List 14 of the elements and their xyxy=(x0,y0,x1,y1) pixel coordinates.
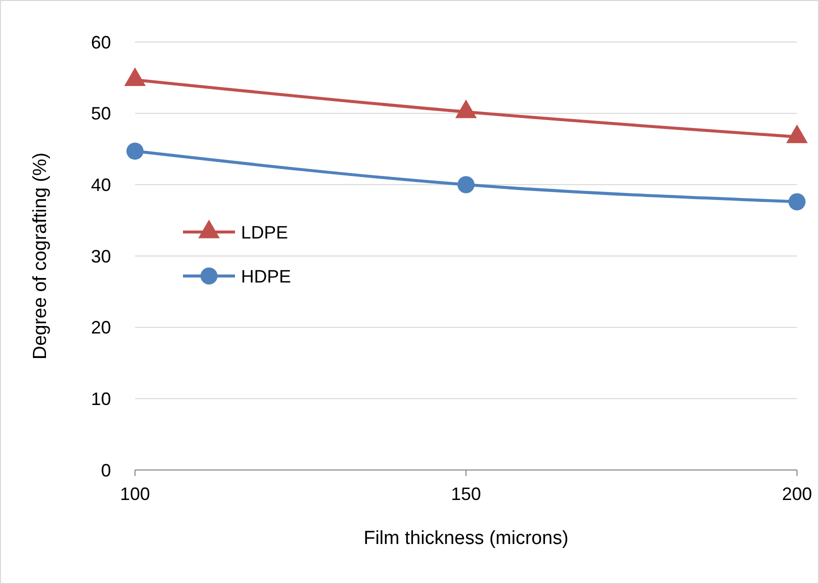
x-tick-label: 150 xyxy=(450,484,482,504)
legend-label: LDPE xyxy=(241,222,288,242)
y-tick-label: 10 xyxy=(90,388,111,409)
legend-label: HDPE xyxy=(241,266,292,286)
y-tick-label: 0 xyxy=(100,460,111,480)
x-axis-title: Film thickness (microns) xyxy=(364,528,568,549)
x-tick-label: 100 xyxy=(120,484,150,504)
y-tick-label: 60 xyxy=(90,32,111,52)
y-tick-label: 50 xyxy=(90,104,111,124)
y-tick-label: 40 xyxy=(90,174,111,195)
x-tick-label: 200 xyxy=(782,484,812,504)
y-axis-title: Degree of cografting (%) xyxy=(30,152,51,360)
y-tick-label: 20 xyxy=(90,318,111,338)
y-tick-label: 30 xyxy=(90,246,111,266)
